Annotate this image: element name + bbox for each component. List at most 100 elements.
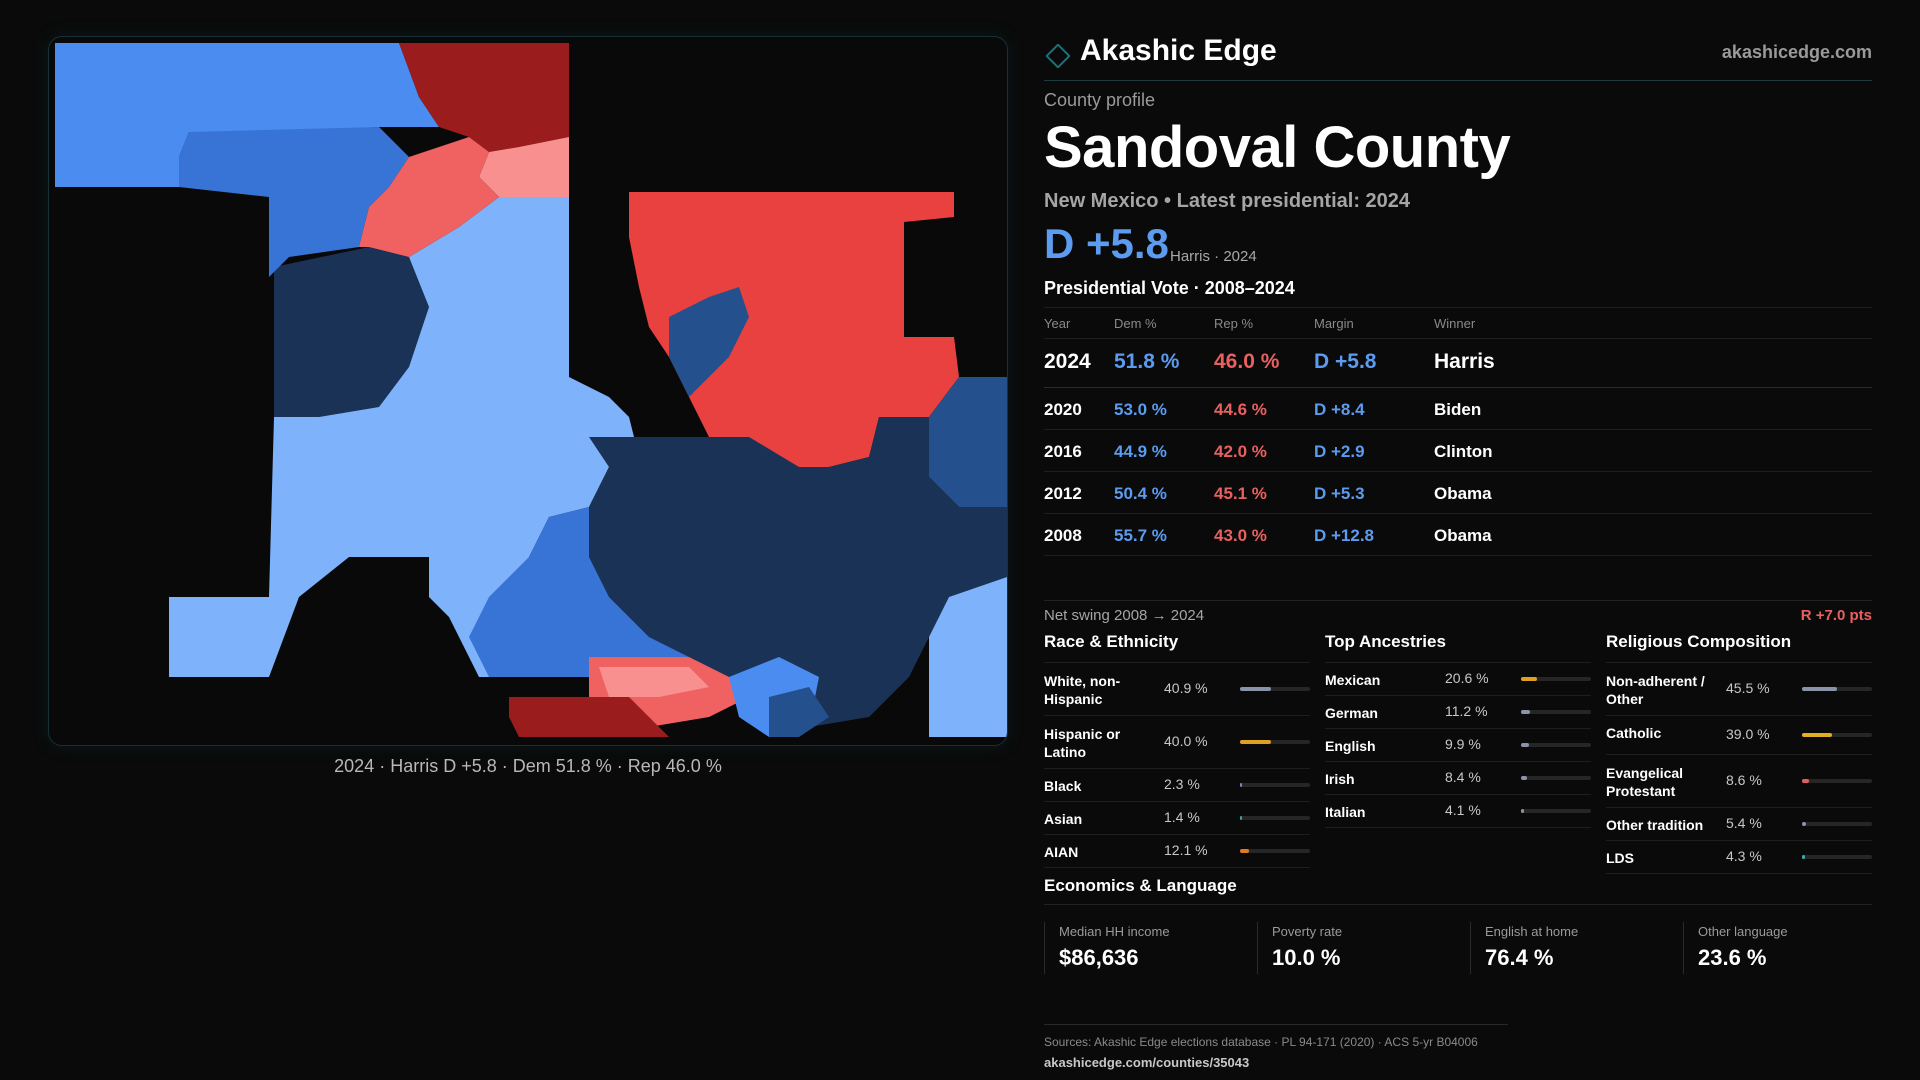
demo-pct: 39.0 % — [1726, 726, 1770, 742]
row-rep: 46.0 % — [1214, 350, 1280, 373]
precinct-rep-strong-east[interactable] — [629, 192, 959, 467]
brand-header: Akashic Edge akashicedge.com — [1044, 30, 1872, 81]
precinct-dem-light-southeast[interactable] — [929, 577, 1007, 737]
econ-value: 23.6 % — [1698, 945, 1767, 970]
demo-pct: 45.5 % — [1726, 680, 1770, 696]
headline-margin-sub: Harris · 2024 — [1170, 248, 1257, 265]
precinct-rep-light-north[interactable] — [479, 137, 569, 197]
demo-bar-fill — [1240, 687, 1272, 691]
precinct-rep-deep-north[interactable] — [399, 43, 569, 152]
demo-pct: 9.9 % — [1445, 736, 1481, 752]
demo-pct: 11.2 % — [1445, 703, 1488, 719]
row-winner: Obama — [1434, 484, 1492, 503]
race-ethnicity-section: Race & Ethnicity White, non-Hispanic 40.9… — [1044, 632, 1310, 868]
table-row: 2012 50.4 % 45.1 % D +5.3 Obama — [1044, 472, 1872, 514]
demo-label: Non-adherent / Other — [1606, 673, 1705, 707]
table-header: Year Dem % Rep % Margin Winner — [1044, 307, 1872, 339]
row-margin: D +5.8 — [1314, 350, 1377, 373]
econ-label: English at home — [1485, 924, 1579, 939]
demo-bar-fill — [1240, 849, 1250, 853]
precinct-dem-mid-northwest[interactable] — [55, 43, 439, 187]
demo-bar-track — [1521, 776, 1591, 780]
economics-title: Economics & Language — [1044, 876, 1237, 895]
row-rep: 45.1 % — [1214, 484, 1267, 503]
precinct-dem-deep-central[interactable] — [589, 417, 1007, 727]
ancestries-section: Top Ancestries Mexican 20.6 % German 11.2 %… — [1325, 632, 1591, 828]
precinct-dem-light-main[interactable] — [169, 197, 639, 677]
demo-pct: 40.9 % — [1164, 680, 1208, 696]
race-ethnicity-title: Race & Ethnicity — [1044, 632, 1310, 663]
econ-card-poverty: Poverty rate 10.0 % — [1257, 922, 1470, 974]
demo-bar-fill — [1240, 740, 1271, 744]
county-link[interactable]: akashicedge.com/counties/35043 — [1044, 1055, 1250, 1070]
precinct-dem-strong-north[interactable] — [179, 127, 409, 277]
col-dem: Dem % — [1114, 316, 1157, 331]
demo-label: Mexican — [1325, 672, 1381, 688]
site-url-link[interactable]: akashicedge.com — [1721, 42, 1872, 62]
demo-bar-fill — [1521, 809, 1525, 813]
row-margin: D +12.8 — [1314, 526, 1375, 545]
row-dem: 51.8 % — [1114, 350, 1180, 373]
religion-section: Religious Composition Non-adherent / Oth… — [1606, 632, 1872, 874]
precinct-dem-navy-branch[interactable] — [669, 287, 749, 397]
precinct-dem-deep-west[interactable] — [274, 247, 429, 417]
row-year: 2020 — [1044, 400, 1082, 419]
col-rep: Rep % — [1214, 316, 1254, 331]
demo-pct: 4.3 % — [1726, 848, 1762, 864]
row-margin: D +5.3 — [1314, 484, 1365, 503]
demo-row: English 9.9 % — [1325, 729, 1591, 762]
demo-pct: 4.1 % — [1445, 802, 1481, 818]
demo-pct: 1.4 % — [1164, 809, 1200, 825]
county-map[interactable] — [48, 36, 1008, 746]
precinct-map-svg[interactable] — [49, 37, 1007, 745]
demo-bar-fill — [1802, 687, 1838, 691]
precinct-dem-navy-east[interactable] — [929, 377, 1007, 507]
presidential-vote-table: Year Dem % Rep % Margin Winner 2024 51.8… — [1044, 307, 1872, 556]
precinct-dem-navy-urban[interactable] — [769, 687, 829, 737]
econ-card-english: English at home 76.4 % — [1470, 922, 1683, 974]
demo-label: Asian — [1044, 811, 1083, 827]
demo-bar-track — [1240, 783, 1310, 787]
table-row: 2016 44.9 % 42.0 % D +2.9 Clinton — [1044, 430, 1872, 472]
row-year: 2012 — [1044, 484, 1082, 503]
demo-bar-fill — [1521, 743, 1529, 747]
row-rep: 42.0 % — [1214, 442, 1267, 461]
brand-name[interactable]: Akashic Edge — [1080, 34, 1277, 67]
demo-row: Irish 8.4 % — [1325, 762, 1591, 795]
demo-pct: 8.4 % — [1445, 769, 1481, 785]
precinct-rep-deep-south[interactable] — [509, 697, 669, 737]
demo-row: Hispanic or Latino 40.0 % — [1044, 716, 1310, 769]
sources-footer: Sources: Akashic Edge elections database… — [1044, 1024, 1508, 1070]
row-year: 2016 — [1044, 442, 1082, 461]
precinct-dem-strong-south[interactable] — [469, 507, 689, 677]
county-title: Sandoval County — [1044, 115, 1511, 180]
row-rep: 44.6 % — [1214, 400, 1267, 419]
demo-bar-fill — [1240, 783, 1242, 787]
demo-pct: 12.1 % — [1164, 842, 1208, 858]
demo-row: Catholic 39.0 % — [1606, 716, 1872, 755]
row-margin: D +2.9 — [1314, 442, 1365, 461]
econ-label: Poverty rate — [1272, 924, 1343, 939]
demo-row: Asian 1.4 % — [1044, 802, 1310, 835]
demo-pct: 20.6 % — [1445, 670, 1489, 686]
demo-label: Italian — [1325, 804, 1366, 820]
demo-bar-fill — [1521, 710, 1530, 714]
precinct-rep-light-south[interactable] — [599, 667, 709, 697]
profile-kicker: County profile — [1044, 90, 1156, 110]
demo-pct: 2.3 % — [1164, 776, 1200, 792]
table-row: 2024 51.8 % 46.0 % D +5.8 Harris — [1044, 339, 1872, 388]
precinct-rep-mid-northwest[interactable] — [359, 137, 499, 257]
econ-label: Other language — [1698, 924, 1788, 939]
col-margin: Margin — [1314, 316, 1354, 331]
demo-bar-track — [1802, 779, 1872, 783]
row-dem: 50.4 % — [1114, 484, 1167, 503]
demo-bar-fill — [1521, 776, 1528, 780]
row-winner: Harris — [1434, 350, 1495, 373]
row-winner: Obama — [1434, 526, 1492, 545]
econ-value: 76.4 % — [1485, 945, 1554, 970]
row-dem: 44.9 % — [1114, 442, 1167, 461]
row-margin: D +8.4 — [1314, 400, 1365, 419]
sources-text: Sources: Akashic Edge elections database… — [1044, 1035, 1478, 1049]
demo-row: Italian 4.1 % — [1325, 795, 1591, 828]
demo-bar-track — [1240, 687, 1310, 691]
